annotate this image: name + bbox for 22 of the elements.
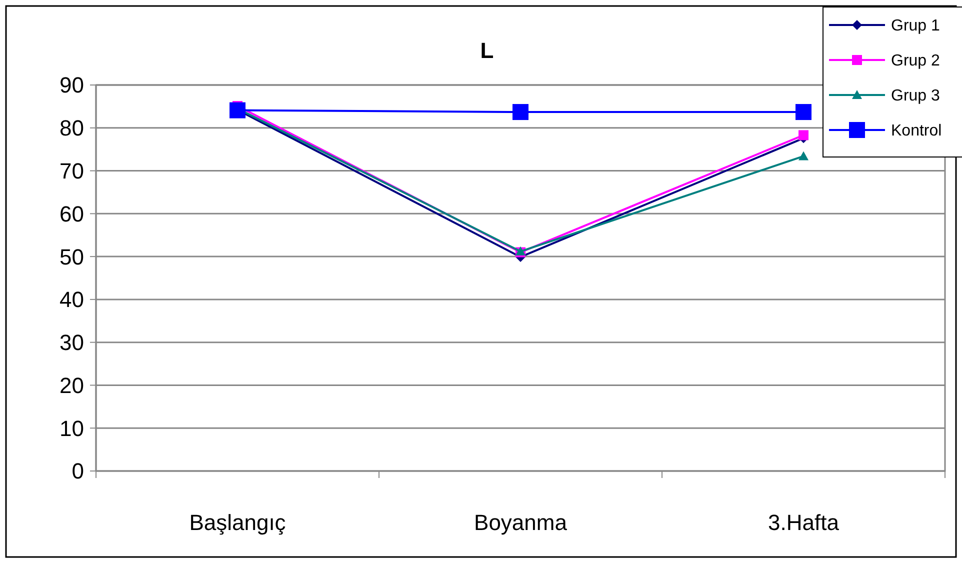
point: [230, 102, 246, 118]
y-tick-label: 90: [60, 72, 84, 98]
y-tick-label: 30: [60, 330, 84, 356]
x-tick-label: Boyanma: [474, 510, 568, 535]
y-tick-label: 50: [60, 244, 84, 270]
point: [796, 104, 812, 120]
chart-title: L: [480, 38, 494, 63]
x-tick-label: Başlangıç: [189, 510, 286, 535]
legend-label: Grup 2: [891, 52, 940, 70]
legend-label: Grup 3: [891, 88, 940, 105]
y-tick-label: 70: [60, 158, 84, 184]
legend-label: Kontrol: [891, 122, 942, 140]
y-tick-label: 80: [60, 116, 84, 141]
x-tick-label: 3.Hafta: [768, 510, 840, 535]
y-tick-label: 60: [60, 201, 84, 226]
legend-label: Grup 1: [891, 18, 940, 35]
y-tick-label: 0: [72, 458, 84, 484]
y-tick-label: 20: [60, 372, 84, 398]
point: [512, 104, 528, 120]
point: [798, 130, 808, 140]
y-tick-label: 40: [60, 287, 84, 312]
y-tick-label: 10: [60, 416, 84, 441]
